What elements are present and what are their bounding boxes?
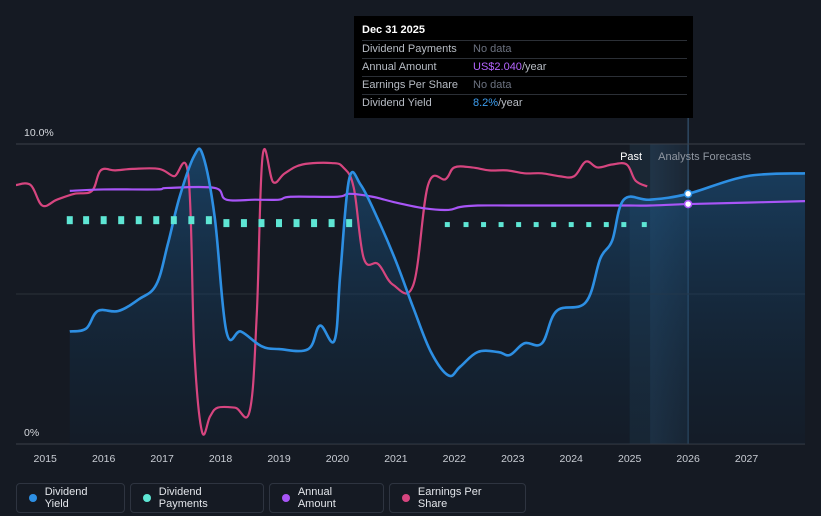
dividend-payment-mark	[223, 219, 230, 228]
dividend-payment-mark	[135, 216, 142, 225]
forecast-label: Analysts Forecasts	[658, 151, 751, 163]
dividend-payment-mark	[293, 219, 300, 228]
x-tick-label: 2020	[326, 453, 350, 465]
tooltip-value: No data	[473, 79, 512, 91]
tooltip-row-annual-amount: Annual Amount US$2.040/year	[362, 58, 687, 76]
dividend-payment-mark	[498, 222, 504, 228]
x-tick-label: 2022	[443, 453, 467, 465]
tooltip-row-dividend-yield: Dividend Yield 8.2%/year	[362, 94, 687, 112]
dividend-payment-mark	[170, 216, 177, 225]
dividend-payment-mark	[258, 219, 265, 228]
tooltip-label: Earnings Per Share	[362, 79, 458, 91]
dividend-payment-mark	[481, 222, 487, 228]
earnings-per-share-line	[15, 148, 648, 436]
legend-dot-icon	[143, 494, 151, 502]
legend-item-earnings-per-share[interactable]: Earnings Per Share	[389, 483, 526, 513]
dividend-payment-mark	[551, 222, 557, 228]
legend-label: Dividend Yield	[44, 486, 88, 510]
legend-dot-icon	[282, 494, 290, 502]
dividend-payment-mark	[641, 222, 647, 228]
tooltip-label: Annual Amount	[362, 61, 437, 73]
tooltip-row-dividend-payments: Dividend Payments No data	[362, 40, 687, 58]
chart-tooltip: Dec 31 2025 Dividend Payments No data An…	[354, 16, 693, 118]
dividend-payment-mark	[444, 222, 450, 228]
tooltip-unit: /year	[521, 61, 547, 73]
dividend-payment-mark	[311, 219, 318, 228]
highlight-point	[683, 199, 693, 209]
dividend-payment-mark	[568, 222, 574, 228]
dividend-yield-line	[69, 147, 806, 378]
annual-amount-line	[69, 185, 806, 212]
y-tick-label: 0%	[24, 427, 39, 439]
x-tick-label: 2016	[92, 453, 116, 465]
chart-legend: Dividend Yield Dividend Payments Annual …	[16, 483, 531, 513]
x-tick-label: 2021	[384, 453, 408, 465]
legend-dot-icon	[402, 494, 410, 502]
dividend-payment-mark	[276, 219, 282, 228]
x-tick-label: 2027	[735, 453, 759, 465]
tooltip-value-group: US$2.040/year	[473, 59, 546, 76]
x-tick-label: 2018	[209, 453, 233, 465]
tooltip-label: Dividend Yield	[362, 97, 432, 109]
tooltip-date: Dec 31 2025	[362, 24, 425, 36]
dividend-payment-mark	[328, 219, 335, 228]
dividend-payment-mark	[100, 216, 107, 225]
tooltip-row-earnings-per-share: Earnings Per Share No data	[362, 76, 687, 94]
tooltip-value: US$2.040	[473, 61, 522, 73]
legend-label: Dividend Payments	[158, 486, 208, 510]
x-tick-label: 2026	[676, 453, 700, 465]
x-tick-label: 2017	[150, 453, 174, 465]
dividend-payment-mark	[83, 216, 90, 225]
dividend-payment-mark	[533, 222, 539, 228]
dividend-payment-mark	[346, 219, 353, 228]
dividend-payment-mark	[516, 222, 522, 228]
tooltip-unit: /year	[498, 97, 523, 109]
legend-dot-icon	[29, 494, 37, 502]
highlight-point	[683, 189, 693, 199]
dividend-payment-mark	[205, 216, 212, 225]
y-tick-label: 10.0%	[24, 127, 54, 139]
x-tick-label: 2024	[560, 453, 584, 465]
dividend-payment-mark	[603, 222, 609, 228]
dividend-payment-mark	[621, 222, 627, 228]
x-tick-label: 2023	[501, 453, 525, 465]
dividend-payment-mark	[153, 216, 160, 225]
tooltip-value: 8.2%	[473, 97, 499, 109]
legend-item-annual-amount[interactable]: Annual Amount	[269, 483, 384, 513]
legend-item-dividend-yield[interactable]: Dividend Yield	[16, 483, 125, 513]
tooltip-value: No data	[473, 43, 512, 55]
x-tick-label: 2015	[34, 453, 58, 465]
dividend-payment-mark	[66, 216, 73, 225]
x-tick-label: 2019	[267, 453, 291, 465]
dividend-payment-mark	[463, 222, 469, 228]
legend-label: Earnings Per Share	[417, 486, 482, 510]
dividend-payment-mark	[586, 222, 592, 228]
legend-item-dividend-payments[interactable]: Dividend Payments	[130, 483, 264, 513]
tooltip-value-group: 8.2%/year	[473, 95, 523, 112]
tooltip-label: Dividend Payments	[362, 43, 457, 55]
x-tick-label: 2025	[618, 453, 642, 465]
dividend-payment-mark	[240, 219, 247, 228]
dividend-payment-mark	[118, 216, 125, 225]
dividend-payment-mark	[188, 216, 195, 225]
legend-label: Annual Amount	[297, 486, 336, 510]
past-label: Past	[620, 151, 642, 163]
